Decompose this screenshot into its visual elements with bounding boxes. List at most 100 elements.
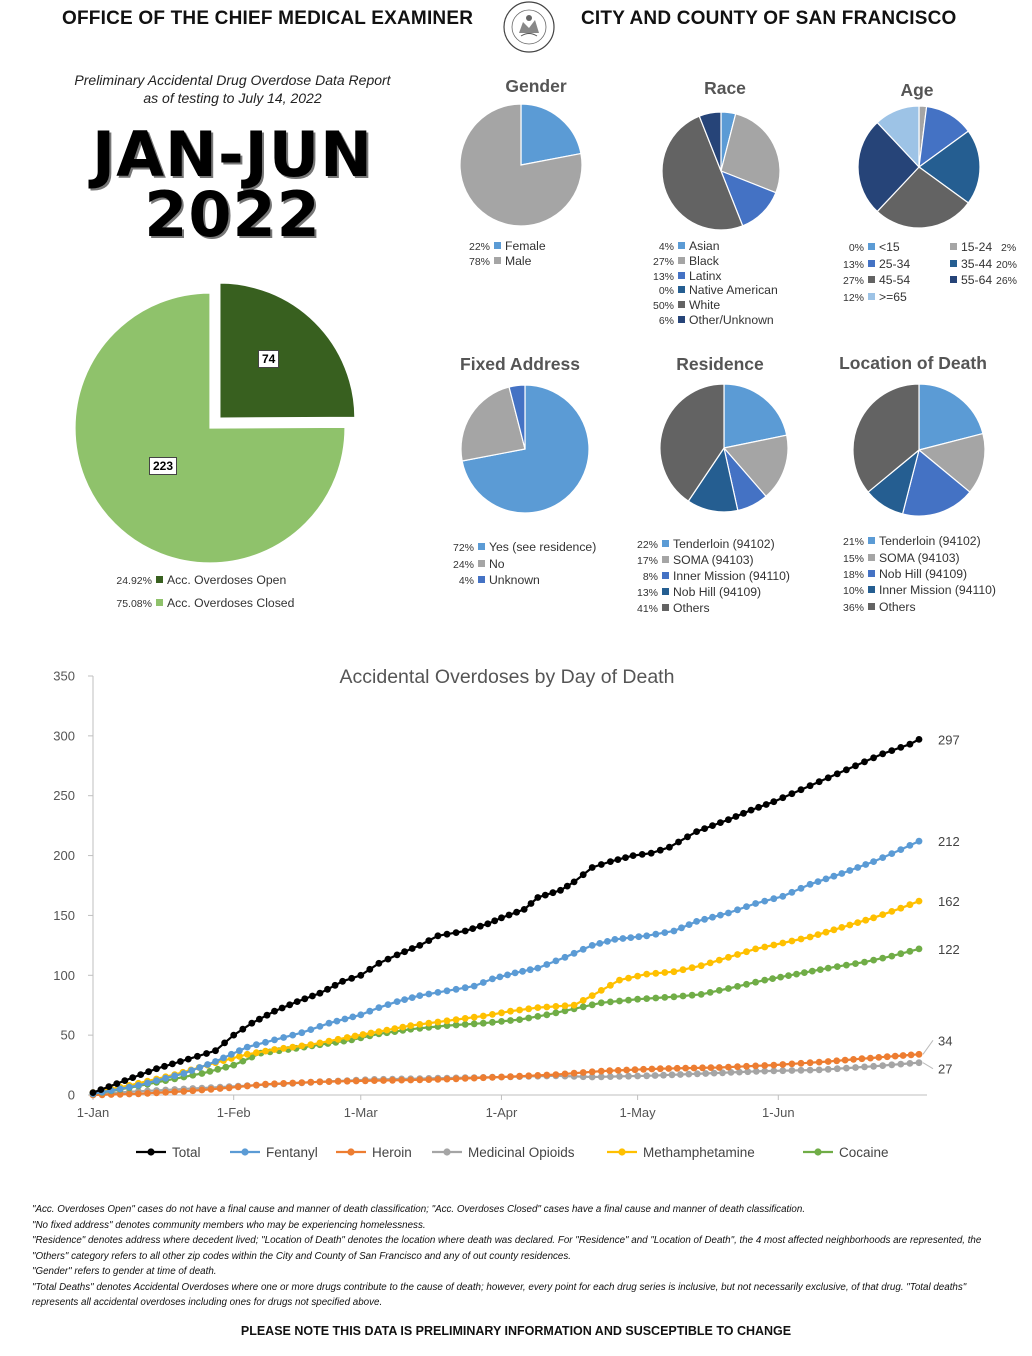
- footer-disclaimer: PLEASE NOTE THIS DATA IS PRELIMINARY INF…: [240, 1324, 792, 1338]
- point-fentanyl: [212, 1058, 219, 1065]
- point-heroin: [690, 1064, 698, 1072]
- point-cocaine: [616, 997, 623, 1005]
- y-tick-label: 300: [53, 728, 75, 743]
- legend-pct: 4%: [658, 241, 674, 253]
- point-fentanyl: [838, 870, 846, 877]
- point-medicinal-opioids: [597, 1073, 605, 1081]
- final-label-cocaine: 122: [938, 942, 960, 957]
- point-cocaine: [706, 989, 714, 996]
- point-medicinal-opioids: [915, 1059, 923, 1067]
- point-fentanyl: [854, 864, 862, 871]
- point-heroin: [162, 1089, 170, 1096]
- point-heroin: [470, 1074, 478, 1082]
- point-cocaine: [906, 947, 914, 955]
- point-methamphetamine: [838, 924, 846, 931]
- point-fentanyl: [162, 1074, 170, 1082]
- legend-swatch: [678, 316, 685, 323]
- race-slice-black: [720, 113, 781, 194]
- point-cocaine: [661, 994, 669, 1001]
- point-methamphetamine: [607, 981, 614, 989]
- point-total: [779, 794, 787, 802]
- point-methamphetamine: [797, 935, 805, 943]
- point-fentanyl: [579, 945, 587, 953]
- point-cocaine: [743, 980, 750, 988]
- point-total: [897, 744, 905, 751]
- legend-open: 24.92% Acc. Overdoses Open: [108, 573, 286, 587]
- point-heroin: [253, 1081, 260, 1089]
- point-fentanyl: [349, 1013, 357, 1021]
- point-heroin: [850, 1056, 857, 1063]
- race-legend-white: 50% White: [644, 298, 720, 312]
- point-heroin: [597, 1067, 605, 1075]
- series-line-heroin: [92, 1053, 920, 1097]
- point-fentanyl: [870, 858, 877, 865]
- point-heroin: [623, 1066, 630, 1074]
- location-of-death-slice-others: [852, 383, 920, 493]
- point-medicinal-opioids: [607, 1073, 614, 1080]
- fixed-address-title: Fixed Address: [460, 354, 580, 374]
- point-fentanyl: [280, 1034, 287, 1041]
- point-heroin: [734, 1063, 741, 1071]
- point-total: [915, 736, 923, 743]
- point-cocaine: [670, 993, 678, 1001]
- point-methamphetamine: [770, 941, 778, 949]
- point-methamphetamine: [525, 1005, 533, 1013]
- point-heroin: [425, 1076, 433, 1083]
- point-total: [852, 762, 859, 770]
- point-heroin: [144, 1089, 151, 1097]
- point-heroin: [631, 1066, 639, 1074]
- point-fentanyl: [915, 837, 923, 845]
- legend-label: 55-64: [961, 273, 993, 287]
- point-methamphetamine: [806, 933, 814, 941]
- legend-marker-fentanyl: [241, 1148, 249, 1156]
- point-medicinal-opioids: [702, 1070, 710, 1077]
- legend-swatch: [478, 560, 485, 567]
- point-heroin: [699, 1064, 706, 1072]
- point-total: [384, 955, 392, 963]
- point-methamphetamine: [375, 1028, 383, 1035]
- point-fentanyl: [534, 964, 542, 972]
- point-total: [357, 971, 365, 979]
- point-heroin: [452, 1075, 460, 1083]
- point-heroin: [806, 1059, 814, 1067]
- point-fentanyl: [416, 992, 424, 999]
- point-cocaine: [579, 1003, 587, 1011]
- point-fentanyl: [393, 998, 401, 1005]
- point-fentanyl: [271, 1036, 278, 1044]
- point-methamphetamine: [343, 1034, 351, 1041]
- point-total: [452, 929, 460, 936]
- point-methamphetamine: [452, 1016, 460, 1023]
- point-medicinal-opioids: [625, 1072, 632, 1080]
- point-fentanyl: [779, 892, 787, 900]
- point-methamphetamine: [507, 1007, 514, 1015]
- age-slice-35-44: [917, 130, 981, 204]
- point-cocaine: [498, 1018, 505, 1025]
- point-fentanyl: [661, 929, 669, 936]
- point-cocaine: [715, 987, 723, 994]
- age-legend-55-64: 55-64: [946, 273, 992, 287]
- point-cocaine: [634, 995, 641, 1003]
- point-heroin: [673, 1064, 681, 1072]
- point-heroin: [398, 1076, 405, 1084]
- point-total: [105, 1083, 113, 1090]
- point-methamphetamine: [399, 1023, 407, 1031]
- point-fentanyl: [461, 984, 469, 992]
- legend-pct: 8%: [642, 571, 658, 583]
- point-fentanyl: [307, 1026, 315, 1033]
- point-cocaine: [801, 969, 808, 976]
- point-methamphetamine: [543, 1003, 551, 1011]
- point-cocaine: [888, 952, 896, 960]
- point-methamphetamine: [862, 916, 870, 924]
- point-fentanyl: [806, 880, 814, 888]
- point-cocaine: [534, 1013, 542, 1020]
- legend-label-total: Total: [172, 1145, 201, 1160]
- header-city: CITY AND COUNTY OF SAN FRANCISCO: [581, 8, 957, 29]
- point-total: [833, 770, 841, 778]
- point-cocaine: [470, 1020, 478, 1028]
- point-total: [129, 1074, 137, 1081]
- legend-label: Unknown: [489, 573, 540, 587]
- point-fentanyl: [196, 1064, 204, 1071]
- point-total: [97, 1086, 105, 1093]
- point-cocaine: [652, 994, 660, 1002]
- legend-label: No: [489, 557, 505, 571]
